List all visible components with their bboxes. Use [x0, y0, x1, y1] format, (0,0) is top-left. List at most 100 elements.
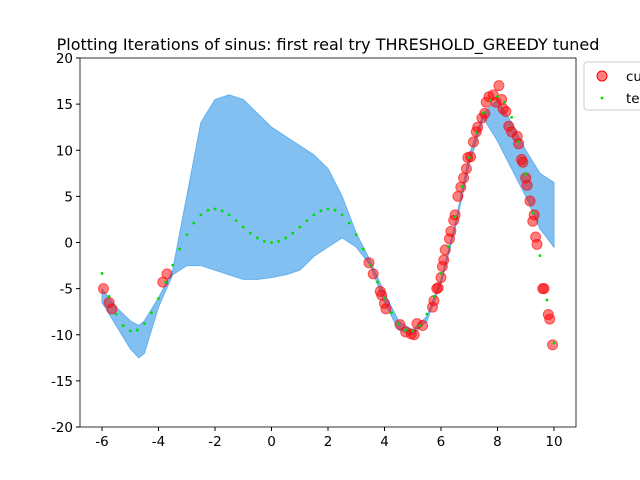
test-point — [545, 298, 549, 302]
x-tick-label: -6 — [95, 434, 108, 450]
y-tick-label: -5 — [60, 282, 73, 298]
test-point — [298, 225, 302, 229]
test-point — [397, 322, 401, 326]
x-tick-label: 0 — [267, 434, 276, 450]
test-point — [213, 207, 217, 211]
sample-point — [528, 209, 540, 221]
test-point — [460, 185, 464, 188]
x-tick-label: 2 — [324, 434, 333, 450]
sample-point — [380, 303, 392, 315]
y-tick-label: 5 — [64, 189, 73, 205]
test-point — [100, 272, 104, 275]
y-tick-label: -10 — [51, 328, 73, 344]
sample-point — [161, 268, 173, 280]
test-point — [135, 328, 139, 332]
test-point — [432, 295, 436, 298]
sample-point — [408, 329, 420, 341]
sample-point — [467, 136, 479, 148]
test-point — [411, 329, 415, 333]
test-point — [390, 311, 393, 315]
test-point — [114, 312, 118, 316]
y-tick-label: 20 — [56, 51, 73, 67]
test-point — [312, 213, 316, 217]
sample-point — [106, 303, 118, 315]
legend-marker — [596, 70, 608, 82]
legend: cu te — [583, 61, 640, 111]
sample-point — [524, 195, 536, 207]
test-point — [361, 247, 365, 251]
test-point — [347, 221, 351, 225]
chart-title: Plotting Iterations of sinus: first real… — [57, 35, 600, 55]
test-point — [467, 156, 471, 160]
test-point — [157, 296, 160, 300]
test-point — [248, 231, 252, 235]
test-point — [171, 263, 175, 267]
sample-point — [97, 283, 109, 295]
test-point — [107, 295, 111, 298]
x-tick-label: 8 — [493, 434, 502, 450]
test-point — [524, 172, 528, 176]
test-point — [474, 130, 478, 134]
test-point — [496, 95, 499, 98]
test-point — [128, 329, 132, 333]
x-tick-label: 4 — [380, 434, 389, 450]
y-tick-label: 15 — [56, 97, 73, 113]
sample-point — [465, 151, 477, 163]
sample-point — [472, 121, 484, 133]
test-point — [164, 280, 167, 284]
test-point — [220, 209, 224, 213]
test-point — [270, 241, 273, 244]
sample-point — [455, 181, 467, 193]
test-point — [404, 328, 408, 332]
test-point — [227, 213, 231, 217]
test-point — [481, 111, 485, 115]
legend-label: te — [626, 91, 640, 107]
test-point — [255, 236, 259, 240]
test-point — [439, 272, 443, 275]
test-point — [185, 233, 189, 237]
test-point — [121, 324, 125, 328]
sample-point — [521, 179, 533, 191]
test-point — [531, 211, 535, 215]
y-tick-label: -15 — [51, 374, 73, 390]
test-point — [241, 225, 245, 229]
sample-point — [531, 238, 543, 250]
sample-point — [438, 254, 450, 266]
sample-point — [460, 163, 472, 175]
legend-label: cu — [626, 69, 640, 85]
test-point — [234, 219, 238, 223]
sample-point — [432, 282, 444, 294]
test-point — [368, 263, 372, 267]
sample-point — [452, 190, 464, 202]
test-point — [425, 312, 429, 316]
test-point — [263, 239, 266, 243]
sample-point — [544, 313, 556, 325]
test-point — [340, 213, 344, 217]
test-point — [538, 254, 542, 258]
x-tick-label: -4 — [152, 434, 165, 450]
sample-point — [479, 107, 491, 119]
test-point — [277, 239, 280, 243]
test-point — [376, 280, 379, 284]
y-tick-label: -20 — [51, 420, 73, 436]
sample-point — [445, 225, 457, 237]
test-point — [305, 219, 309, 223]
y-tick-label: 0 — [64, 236, 73, 252]
test-point — [143, 322, 146, 326]
test-point — [453, 215, 457, 219]
sample-point — [538, 283, 550, 295]
sample-point — [517, 156, 529, 168]
test-point — [354, 233, 358, 237]
test-point — [510, 115, 513, 119]
x-tick-label: -2 — [208, 434, 221, 450]
test-point — [489, 98, 492, 102]
test-point — [291, 231, 295, 235]
x-tick-label: 6 — [437, 434, 446, 450]
test-point — [446, 244, 450, 248]
test-point — [199, 213, 203, 217]
test-point — [150, 311, 153, 315]
y-tick-label: 10 — [56, 143, 73, 159]
test-point — [552, 341, 556, 345]
